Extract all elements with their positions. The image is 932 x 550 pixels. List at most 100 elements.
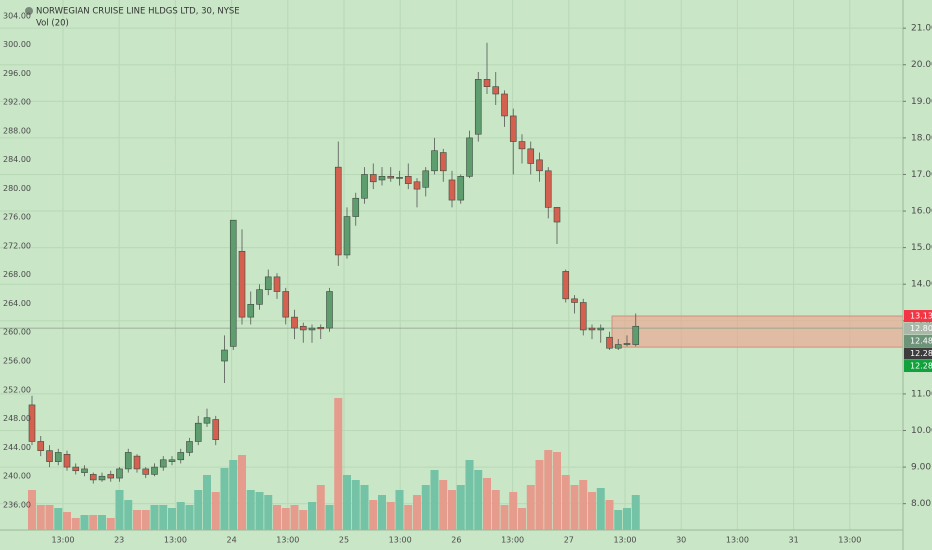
- y-tick-label: 20.00: [911, 60, 932, 70]
- volume-bar: [579, 480, 588, 530]
- price-label: 13.13: [910, 312, 932, 321]
- candle-body: [238, 250, 246, 318]
- candle-body: [439, 152, 447, 172]
- candle-body: [221, 349, 228, 362]
- volume-bar: [194, 490, 203, 530]
- candle-body: [212, 419, 220, 440]
- candle-body: [501, 93, 508, 117]
- candle-body: [264, 276, 272, 290]
- volume-bar: [404, 505, 413, 530]
- volume-bar: [159, 505, 168, 530]
- candle-body: [597, 327, 605, 331]
- x-tick-label: 13:00: [389, 536, 412, 545]
- price-label-bg: [904, 335, 932, 348]
- candle-body: [544, 170, 552, 208]
- x-tick-label: 13:00: [726, 536, 749, 545]
- price-label: 12.80: [910, 324, 932, 333]
- volume-bar: [378, 495, 386, 530]
- volume-bar: [483, 478, 491, 530]
- y2-tick-label: 244.00: [3, 443, 31, 452]
- x-tick-label: 26: [451, 536, 461, 545]
- candle-body: [282, 291, 290, 318]
- volume-bar: [71, 518, 80, 530]
- x-tick-label: 25: [339, 536, 349, 545]
- candle-body: [142, 468, 150, 475]
- candle-body: [623, 343, 631, 345]
- y2-tick-label: 264.00: [3, 299, 31, 308]
- candle-body: [448, 179, 456, 201]
- candle-body: [483, 79, 491, 87]
- volume-bar: [351, 480, 360, 530]
- candle-body: [378, 176, 386, 181]
- volume-bar: [518, 508, 526, 530]
- candle-body: [361, 174, 368, 199]
- candle-body: [89, 474, 97, 481]
- volume-bar: [544, 450, 553, 530]
- y2-tick-label: 296.00: [3, 69, 31, 78]
- volume-bar: [89, 515, 98, 530]
- x-tick-label: 23: [114, 536, 124, 545]
- volume-bar: [386, 502, 395, 530]
- volume-bar: [561, 475, 570, 530]
- y2-tick-label: 304.00: [3, 11, 31, 20]
- candle-body: [404, 176, 412, 184]
- volume-bar: [369, 500, 378, 530]
- candle-body: [457, 176, 465, 201]
- volume-bar: [28, 490, 36, 530]
- candle-body: [177, 452, 185, 461]
- range-highlight: [611, 315, 904, 348]
- candle-body: [229, 219, 237, 347]
- y-tick-label: 10.00: [911, 426, 932, 436]
- plot: [0, 0, 904, 530]
- candle-body: [396, 177, 403, 179]
- y2-tick-label: 268.00: [3, 270, 31, 279]
- candle-body: [124, 452, 132, 470]
- price-label: 12.28: [910, 362, 932, 371]
- candle-body: [308, 327, 316, 331]
- candle-body: [334, 166, 342, 256]
- volume-bar: [80, 515, 89, 530]
- volume-bar: [465, 460, 474, 530]
- candle-body: [72, 466, 80, 472]
- y-tick-label: 21.00: [911, 24, 932, 34]
- y-tick-label: 17.00: [911, 170, 932, 180]
- candle-body: [107, 474, 115, 479]
- y-tick-label: 16.00: [911, 207, 932, 217]
- volume-bar: [98, 515, 106, 530]
- volume-bar: [553, 452, 561, 530]
- candle-body: [28, 404, 36, 442]
- y2-tick-label: 240.00: [3, 472, 31, 481]
- candle-body: [466, 137, 473, 177]
- volume-bar: [509, 492, 518, 530]
- volume-bar: [474, 470, 483, 530]
- volume-bar: [238, 455, 246, 530]
- candle-body: [632, 325, 640, 345]
- x-tick-label: 13:00: [613, 536, 636, 545]
- candle-body: [203, 417, 211, 424]
- volume-bar: [631, 495, 640, 530]
- volume-bar: [299, 510, 308, 530]
- candle-body: [614, 344, 622, 349]
- volume-bar: [413, 495, 421, 530]
- volume-bar: [395, 490, 404, 530]
- y-tick-label: 15.00: [911, 243, 932, 253]
- volume-bar: [316, 485, 325, 530]
- volume-bar: [124, 500, 133, 530]
- volume-bar: [203, 475, 211, 530]
- volume-bar: [185, 505, 194, 530]
- volume-bar: [211, 492, 220, 530]
- candle-body: [326, 291, 333, 329]
- volume-bar: [596, 488, 605, 530]
- y-tick-label: 14.00: [911, 280, 932, 290]
- volume-bar: [63, 512, 71, 530]
- volume-bar: [439, 480, 448, 530]
- price-label-bg: [904, 347, 932, 360]
- volume-bar: [45, 505, 54, 530]
- candle-body: [588, 327, 596, 331]
- y2-tick-label: 260.00: [3, 328, 31, 337]
- volume-bar: [456, 485, 465, 530]
- candle-body: [518, 141, 526, 150]
- candle-body: [579, 302, 587, 331]
- candle-body: [536, 159, 543, 172]
- candle-body: [37, 441, 45, 451]
